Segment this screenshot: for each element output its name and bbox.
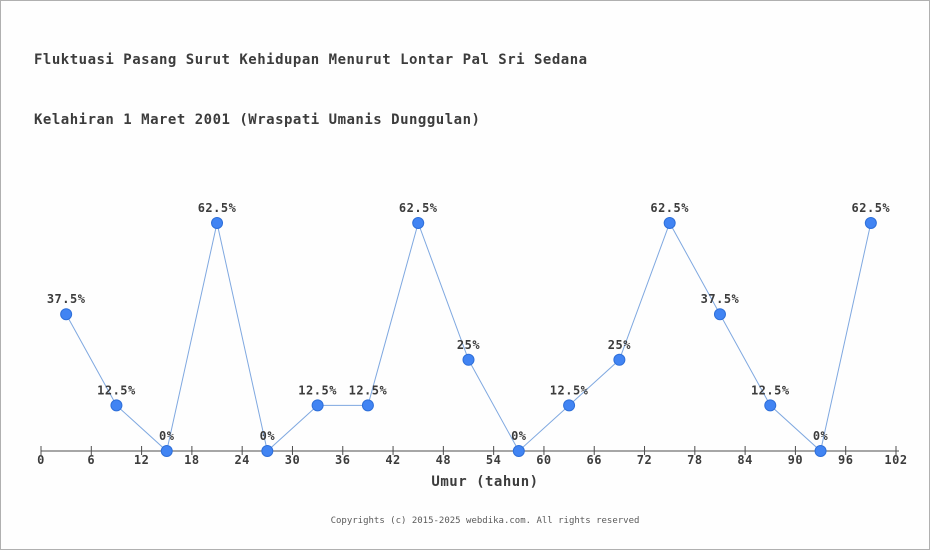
data-point: [512, 445, 525, 457]
x-axis-tick-label: 84: [737, 453, 752, 467]
data-point: [814, 445, 827, 457]
x-axis-title: Umur (tahun): [431, 474, 539, 490]
x-axis-tick-label: 96: [838, 453, 853, 467]
x-axis-tick-label: 72: [637, 453, 652, 467]
data-point: [864, 217, 877, 229]
data-point: [160, 445, 173, 457]
data-point-label: 62.5%: [852, 201, 891, 215]
x-axis-tick-label: 24: [234, 453, 249, 467]
x-axis-tick-label: 78: [687, 453, 702, 467]
data-point-label: 37.5%: [47, 292, 86, 306]
data-point-label: 62.5%: [198, 201, 237, 215]
data-point: [60, 308, 73, 321]
copyright-text: Copyrights (c) 2015-2025 webdika.com. Al…: [330, 516, 640, 526]
x-axis-tick-label: 42: [385, 453, 400, 467]
data-point-label: 12.5%: [550, 383, 589, 397]
data-point: [211, 217, 224, 229]
chart-title-line1: Fluktuasi Pasang Surut Kehidupan Menurut…: [34, 52, 588, 68]
data-point-label: 0%: [813, 429, 829, 443]
chart-title: Fluktuasi Pasang Surut Kehidupan Menurut…: [34, 10, 588, 170]
data-point-label: 25%: [608, 338, 631, 352]
data-point: [563, 399, 576, 412]
data-point-label: 0%: [260, 429, 276, 443]
data-point: [613, 353, 626, 366]
chart-title-line2: Kelahiran 1 Maret 2001 (Wraspati Umanis …: [34, 112, 481, 128]
x-axis-tick-label: 0: [37, 453, 45, 467]
x-axis-tick-label: 102: [884, 453, 907, 467]
x-axis-tick-label: 36: [335, 453, 350, 467]
data-point-label: 0%: [159, 429, 175, 443]
data-point-label: 0%: [511, 429, 527, 443]
data-point-label: 25%: [457, 338, 480, 352]
data-point: [663, 217, 676, 229]
data-point: [110, 399, 123, 412]
x-axis-tick-label: 66: [587, 453, 602, 467]
data-point: [462, 353, 475, 366]
data-point-label: 62.5%: [399, 201, 438, 215]
data-point: [764, 399, 777, 412]
data-point-label: 12.5%: [349, 383, 388, 397]
data-point-label: 37.5%: [701, 292, 740, 306]
data-point: [713, 308, 726, 321]
data-point-label: 62.5%: [650, 201, 689, 215]
data-point: [412, 217, 425, 229]
data-point: [311, 399, 324, 412]
data-point-label: 12.5%: [751, 383, 790, 397]
x-axis-tick-label: 6: [87, 453, 95, 467]
data-point: [361, 399, 374, 412]
x-axis-tick-label: 12: [134, 453, 149, 467]
x-axis-tick-label: 90: [788, 453, 803, 467]
x-axis-tick-label: 30: [285, 453, 300, 467]
x-axis-tick-label: 60: [536, 453, 551, 467]
x-axis-tick-label: 54: [486, 453, 501, 467]
x-axis-tick-label: 48: [436, 453, 451, 467]
data-point: [261, 445, 274, 457]
x-axis-tick-label: 18: [184, 453, 199, 467]
data-point-label: 12.5%: [97, 383, 136, 397]
data-point-label: 12.5%: [298, 383, 337, 397]
